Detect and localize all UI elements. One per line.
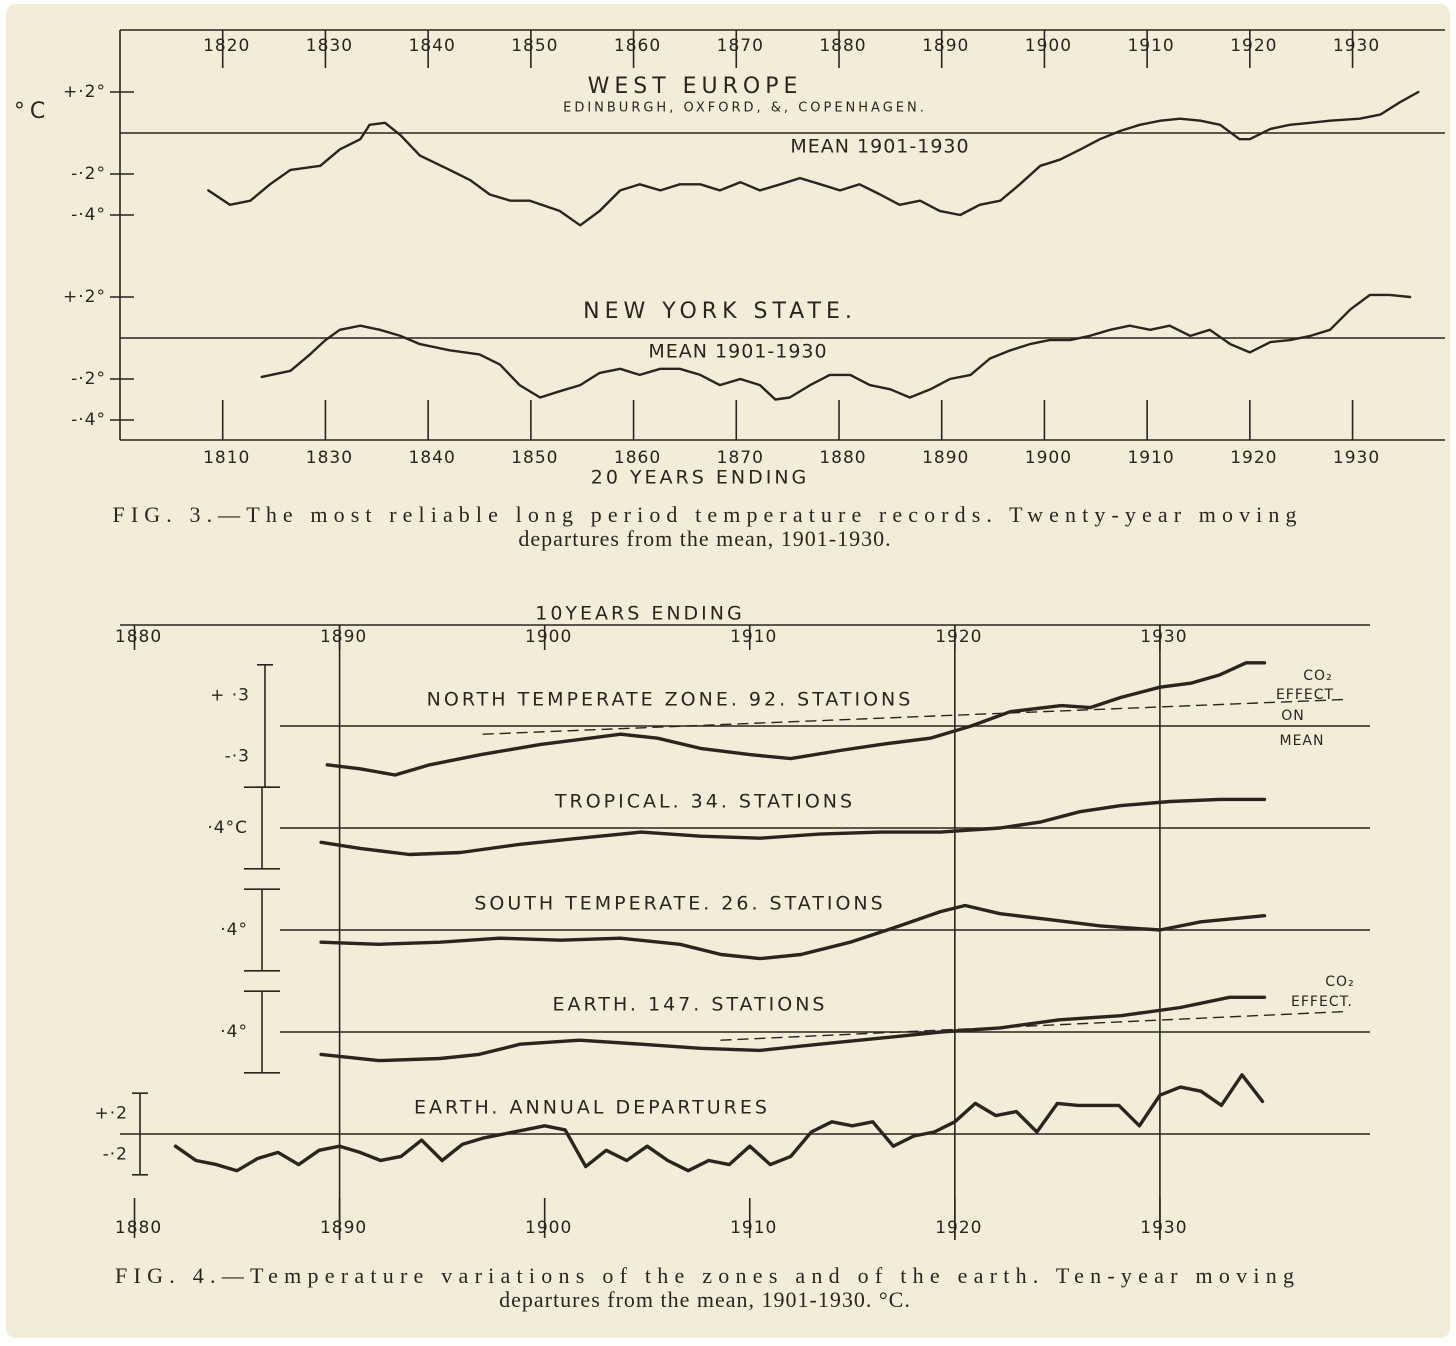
top-tick-label: 1860 bbox=[614, 36, 661, 56]
bottom-tick-label: 1890 bbox=[320, 1218, 367, 1238]
scale-bar-label: ·4° bbox=[220, 1022, 248, 1042]
y-tick-label: -·2 bbox=[103, 1144, 128, 1164]
bottom-tick-label: 1840 bbox=[409, 448, 456, 468]
bottom-tick-label: 1880 bbox=[819, 448, 866, 468]
panel-title: EARTH. ANNUAL DEPARTURES bbox=[414, 1097, 770, 1119]
top-tick-label: 1890 bbox=[320, 627, 367, 647]
bottom-tick-label: 1810 bbox=[203, 448, 250, 468]
top-tick-label: 1840 bbox=[409, 36, 456, 56]
top-tick-label: 1910 bbox=[730, 627, 777, 647]
bottom-tick-label: 1860 bbox=[614, 448, 661, 468]
dashed-line bbox=[720, 1010, 1346, 1041]
data-line bbox=[319, 903, 1267, 961]
panel-title: SOUTH TEMPERATE. 26. STATIONS bbox=[474, 893, 885, 915]
bottom-tick-label: 1920 bbox=[1230, 448, 1277, 468]
caption: departures from the mean, 1901-1930. bbox=[518, 526, 891, 551]
data-line bbox=[319, 995, 1267, 1063]
data-line bbox=[325, 661, 1267, 777]
y-tick-label: +·2° bbox=[63, 287, 106, 307]
mean-label: MEAN 1901-1930 bbox=[648, 341, 827, 363]
annotation: ON bbox=[1281, 708, 1305, 724]
bottom-tick-label: 1910 bbox=[1127, 448, 1174, 468]
paper bbox=[6, 4, 1450, 1338]
top-tick-label: 1820 bbox=[203, 36, 250, 56]
data-line bbox=[173, 1073, 1265, 1173]
bottom-tick-label: 1930 bbox=[1140, 1218, 1187, 1238]
annotation: EFFECT. bbox=[1291, 994, 1353, 1010]
top-tick-label: 1900 bbox=[525, 627, 572, 647]
scale-bar-label: ·4° bbox=[220, 920, 248, 940]
panel-title: NEW YORK STATE. bbox=[583, 299, 857, 324]
y-tick-label: -·3 bbox=[225, 747, 250, 767]
y-tick-label: +·2 bbox=[95, 1104, 128, 1124]
caption: FIG. 4.—Temperature variations of the zo… bbox=[115, 1263, 1295, 1288]
panel-title: EARTH. 147. STATIONS bbox=[553, 994, 828, 1016]
mean-label: MEAN 1901-1930 bbox=[790, 136, 969, 158]
y-tick-label: -·2° bbox=[71, 369, 106, 389]
caption: departures from the mean, 1901-1930. °C. bbox=[499, 1287, 911, 1312]
bottom-tick-label: 1910 bbox=[730, 1218, 777, 1238]
annotation: EFFECT bbox=[1276, 687, 1334, 703]
scale-bar-label: ·4°C bbox=[207, 818, 248, 838]
annotation: MEAN bbox=[1280, 733, 1325, 749]
top-tick-label: 1930 bbox=[1333, 36, 1380, 56]
bottom-tick-label: 1880 bbox=[115, 1218, 162, 1238]
data-line bbox=[319, 797, 1267, 857]
top-tick-label: 1880 bbox=[819, 36, 866, 56]
x-axis-label: 10YEARS ENDING bbox=[535, 603, 744, 625]
annotation: CO₂ bbox=[1303, 668, 1332, 684]
y-tick-label: -·2° bbox=[71, 164, 106, 184]
top-tick-label: 1850 bbox=[511, 36, 558, 56]
dashed-line bbox=[482, 698, 1346, 735]
bottom-tick-label: 1850 bbox=[511, 448, 558, 468]
top-tick-label: 1910 bbox=[1127, 36, 1174, 56]
top-tick-label: 1920 bbox=[935, 627, 982, 647]
top-tick-label: 1870 bbox=[717, 36, 764, 56]
x-axis-label: 20 YEARS ENDING bbox=[591, 467, 810, 489]
bottom-tick-label: 1900 bbox=[525, 1218, 572, 1238]
panel-title: TROPICAL. 34. STATIONS bbox=[554, 791, 855, 813]
bottom-tick-label: 1920 bbox=[935, 1218, 982, 1238]
panel-subtitle: EDINBURGH, OXFORD, &, COPENHAGEN. bbox=[563, 101, 927, 116]
y-tick-label: +·2° bbox=[63, 82, 106, 102]
panel-title: WEST EUROPE bbox=[588, 74, 803, 99]
top-tick-label: 1890 bbox=[922, 36, 969, 56]
data-line bbox=[260, 293, 1412, 401]
y-tick-label: + ·3 bbox=[210, 685, 250, 705]
bottom-tick-label: 1900 bbox=[1025, 448, 1072, 468]
top-tick-label: 1930 bbox=[1140, 627, 1187, 647]
top-tick-label: 1900 bbox=[1025, 36, 1072, 56]
annotation: CO₂ bbox=[1325, 974, 1354, 990]
panel-title: NORTH TEMPERATE ZONE. 92. STATIONS bbox=[427, 689, 914, 711]
top-tick-label: 1830 bbox=[306, 36, 353, 56]
unit-label: °C bbox=[14, 99, 50, 124]
top-tick-label: 1880 bbox=[115, 627, 162, 647]
bottom-tick-label: 1890 bbox=[922, 448, 969, 468]
bottom-tick-label: 1870 bbox=[717, 448, 764, 468]
y-tick-label: -·4° bbox=[71, 205, 106, 225]
y-tick-label: -·4° bbox=[71, 410, 106, 430]
bottom-tick-label: 1830 bbox=[306, 448, 353, 468]
top-tick-label: 1920 bbox=[1230, 36, 1277, 56]
data-line bbox=[207, 90, 1420, 227]
bottom-tick-label: 1930 bbox=[1333, 448, 1380, 468]
